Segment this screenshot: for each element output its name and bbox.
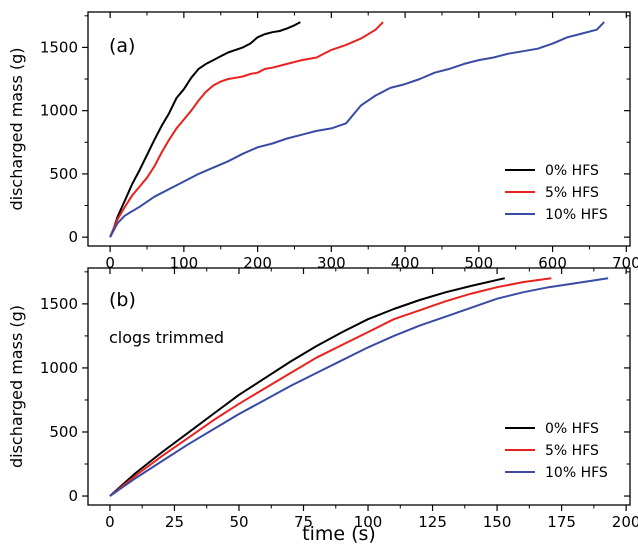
- legend-label: 5% HFS: [545, 443, 599, 459]
- series-line-2: [109, 277, 609, 497]
- y-axis-label: discharged mass (g): [7, 47, 26, 210]
- x-tick-label: 125: [418, 513, 447, 531]
- panel-b: 0 25 50 75 100 125 150 175 200 0 500 1000 1500 discha…: [7, 267, 638, 545]
- x-tick-label: 100: [354, 513, 383, 531]
- x-tick-label: 25: [165, 513, 184, 531]
- plot-frame: [87, 11, 631, 247]
- panel-annotation: clogs trimmed: [109, 328, 224, 347]
- x-tick-label: 0: [105, 513, 115, 531]
- y-tick-label: 1000: [40, 102, 78, 120]
- panel-label: (a): [109, 35, 135, 57]
- series-line-0: [109, 21, 301, 238]
- panel-a: 0 100 200 300 400 500 600 700 0 500 1000 1500 discha…: [7, 11, 638, 272]
- x-tick-label: 200: [612, 513, 638, 531]
- x-tick-label: 100: [170, 254, 199, 272]
- x-axis-label: time (s): [302, 523, 376, 545]
- x-tick-label: 500: [465, 254, 494, 272]
- x-tick-label: 400: [391, 254, 420, 272]
- legend-label: 5% HFS: [545, 185, 599, 201]
- x-tick-label: 0: [105, 254, 115, 272]
- y-tick-label: 500: [49, 423, 78, 441]
- x-tick-label: 300: [317, 254, 346, 272]
- y-tick-label: 500: [49, 165, 78, 183]
- y-tick-label: 1500: [40, 295, 78, 313]
- panel-label: (b): [109, 289, 136, 311]
- y-tick-label: 1500: [40, 38, 78, 56]
- series-line-2: [109, 21, 605, 238]
- plot-frame: [87, 267, 631, 506]
- x-tick-label: 700: [612, 254, 638, 272]
- legend-label: 0% HFS: [545, 163, 599, 179]
- x-tick-label: 150: [483, 513, 512, 531]
- series-line-0: [109, 277, 506, 497]
- x-tick-label: 75: [294, 513, 313, 531]
- x-tick-label: 200: [243, 254, 272, 272]
- y-tick-label: 0: [68, 228, 78, 246]
- x-tick-label: 175: [547, 513, 576, 531]
- x-tick-label: 50: [229, 513, 248, 531]
- y-tick-label: 1000: [40, 359, 78, 377]
- series-line-1: [109, 277, 552, 497]
- x-tick-label: 600: [538, 254, 567, 272]
- legend-label: 0% HFS: [545, 421, 599, 437]
- y-tick-label: 0: [68, 487, 78, 505]
- series-line-1: [109, 21, 384, 238]
- legend-label: 10% HFS: [545, 465, 608, 481]
- y-axis-label: discharged mass (g): [7, 305, 26, 468]
- legend-label: 10% HFS: [545, 207, 608, 223]
